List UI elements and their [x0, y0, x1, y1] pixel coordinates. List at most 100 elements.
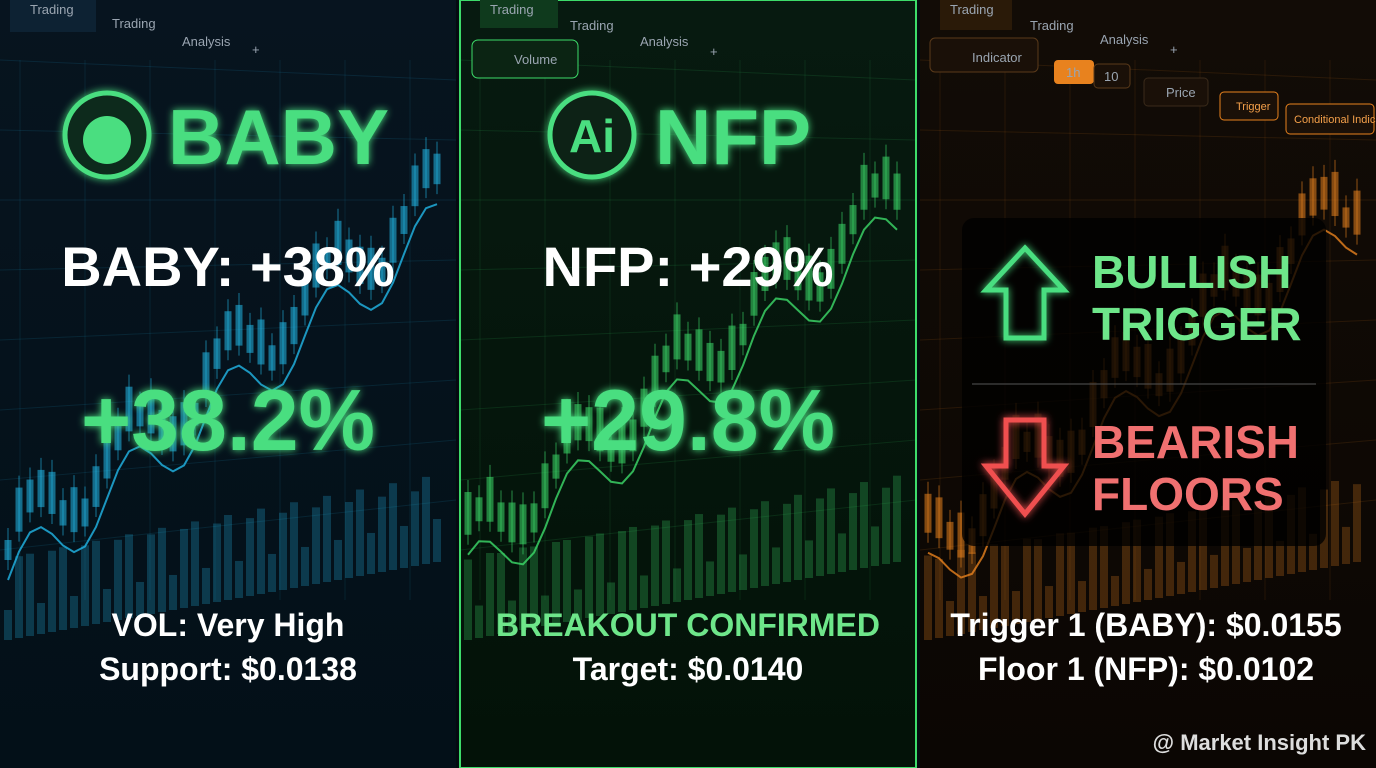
button[interactable]	[1143, 77, 1209, 107]
tab-active	[940, 0, 1012, 30]
volume-bar	[486, 552, 494, 636]
footer: VOL: Very High	[112, 607, 345, 643]
candle	[26, 479, 34, 513]
candle	[750, 272, 758, 316]
volume-bar	[389, 483, 397, 570]
volume-bar	[1309, 533, 1317, 570]
logo-face	[83, 116, 131, 164]
headline: NFP: +29%	[543, 235, 834, 298]
volume-bar	[607, 582, 615, 614]
tab: Trading	[490, 2, 534, 17]
volume-bar	[433, 518, 441, 562]
candle	[257, 319, 265, 365]
candle	[290, 306, 298, 345]
candle	[81, 498, 89, 527]
volume-bar	[235, 560, 243, 598]
candle	[849, 205, 857, 235]
candle	[1353, 190, 1361, 235]
candle	[1309, 178, 1317, 216]
volume-bar	[15, 556, 23, 638]
button[interactable]	[1054, 60, 1094, 84]
volume-bar	[508, 600, 516, 632]
tab: Analysis	[182, 34, 231, 49]
candle	[147, 390, 155, 434]
volume-bar	[957, 549, 965, 634]
signal: FLOORS	[1092, 468, 1284, 520]
button-label: Conditional Indicator	[1294, 114, 1376, 126]
candle	[367, 247, 375, 290]
candle	[103, 439, 111, 479]
candle	[794, 266, 802, 291]
volume-bar	[4, 610, 12, 640]
volume-bar	[519, 547, 527, 630]
button-label: Indicator	[972, 50, 1023, 65]
volume-bar	[1155, 516, 1163, 598]
volume-bar	[213, 523, 221, 602]
candle	[1331, 171, 1339, 217]
volume-bar	[367, 532, 375, 574]
candle	[519, 504, 527, 545]
candle	[497, 502, 505, 532]
button[interactable]	[1285, 103, 1375, 135]
candle	[541, 463, 549, 509]
volume-bar	[1199, 506, 1207, 590]
button-label: Price	[1166, 85, 1196, 100]
candle	[92, 466, 100, 507]
volume-bar	[772, 547, 780, 584]
trend-line	[7, 203, 438, 581]
tab: +	[710, 44, 718, 59]
candle	[640, 388, 648, 427]
button-label: Trigger	[1236, 101, 1271, 113]
volume-bar	[816, 498, 824, 576]
candle	[224, 311, 232, 351]
candle	[4, 540, 12, 560]
candle	[411, 165, 419, 207]
candle	[356, 246, 364, 284]
volume-bar	[26, 553, 34, 636]
candle	[70, 487, 78, 533]
volume-bar	[990, 544, 998, 628]
button[interactable]	[1219, 91, 1279, 121]
volume-bar	[81, 545, 89, 626]
candle	[202, 352, 210, 397]
volume-bar	[114, 539, 122, 620]
candle	[508, 502, 516, 543]
grid	[0, 439, 457, 481]
volume-bar	[1276, 540, 1284, 576]
tab: Analysis	[1100, 32, 1149, 47]
volume-bar	[541, 595, 549, 626]
signal: BEARISH	[1092, 416, 1299, 468]
button[interactable]	[929, 37, 1039, 73]
up-arrow	[980, 244, 1070, 341]
candle	[827, 248, 835, 289]
tab: +	[252, 42, 260, 57]
candle	[125, 386, 133, 432]
candle	[301, 282, 309, 316]
volume-bar	[882, 487, 890, 564]
candle	[761, 256, 769, 291]
volume-bar	[334, 539, 342, 580]
volume-bar	[1034, 539, 1042, 620]
volume-bar	[640, 575, 648, 608]
candle	[475, 497, 483, 522]
footer: Trigger 1 (BABY): $0.0155	[950, 607, 1341, 643]
volume-bar	[279, 512, 287, 590]
volume-bar	[1111, 575, 1119, 606]
volume-bar	[1342, 526, 1350, 564]
volume-bar	[871, 526, 879, 566]
ticker: BABY	[168, 93, 389, 181]
volume-bar	[464, 559, 472, 640]
volume-bar	[37, 602, 45, 634]
candle	[871, 173, 879, 198]
button[interactable]	[1093, 63, 1131, 89]
candle	[706, 342, 714, 382]
candle	[48, 471, 56, 514]
candle	[935, 497, 943, 539]
candle	[15, 487, 23, 532]
candle	[169, 416, 177, 452]
candle	[728, 325, 736, 371]
button[interactable]	[471, 39, 579, 79]
candle	[268, 345, 276, 371]
volume-bar	[290, 502, 298, 588]
volume-bar	[706, 561, 714, 596]
